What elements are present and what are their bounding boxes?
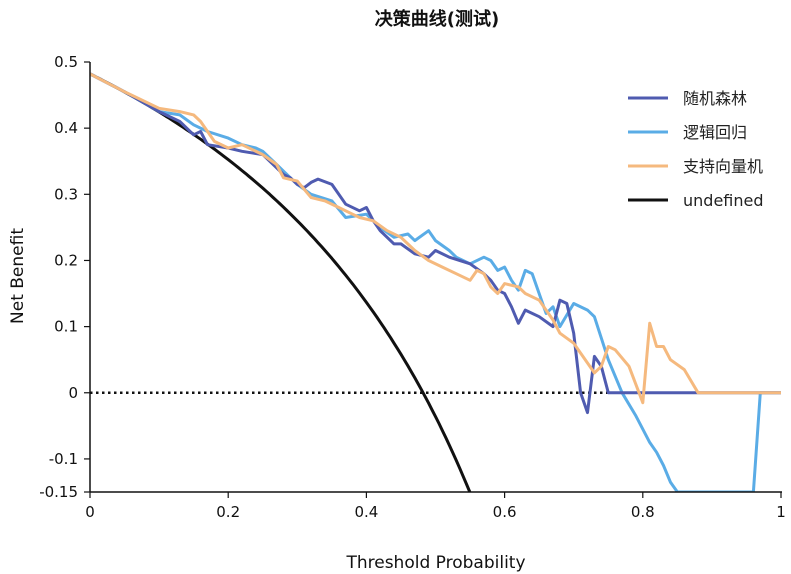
legend-label-2: 支持向量机 — [683, 157, 763, 176]
y-tick-label: 0.2 — [54, 251, 78, 269]
series-line-1 — [90, 72, 781, 492]
y-axis-title: Net Benefit — [8, 228, 28, 324]
x-tick-label: 0.6 — [493, 503, 517, 521]
y-tick-label: 0.1 — [54, 318, 78, 336]
series-line-3 — [90, 72, 472, 492]
y-tick-label: 0.5 — [54, 53, 78, 71]
x-axis-title: Threshold Probability — [345, 553, 525, 573]
y-tick-label: -0.1 — [49, 450, 78, 468]
y-tick-label: 0.3 — [54, 185, 78, 203]
x-tick-label: 1 — [776, 503, 786, 521]
axes: 0 0.2 0.4 0.6 0.8 1 0.5 0.4 0.3 0.2 0.1 0 -0.1 -0.15 — [39, 53, 786, 521]
series-line-0 — [90, 72, 781, 415]
y-tick-label: -0.15 — [39, 483, 78, 501]
y-tick-label: 0.4 — [54, 119, 78, 137]
chart-title: 决策曲线(测试) — [375, 8, 499, 30]
x-tick-label: 0.4 — [354, 503, 378, 521]
series-line-2 — [90, 72, 781, 405]
legend-label-1: 逻辑回归 — [683, 123, 747, 142]
plot-lines — [90, 72, 781, 492]
x-tick-label: 0.8 — [631, 503, 655, 521]
legend-label-3: undefined — [683, 191, 764, 210]
x-tick-label: 0.2 — [216, 503, 240, 521]
legend-label-0: 随机森林 — [683, 89, 747, 108]
x-tick-label: 0 — [85, 503, 95, 521]
y-tick-label: 0 — [68, 384, 78, 402]
